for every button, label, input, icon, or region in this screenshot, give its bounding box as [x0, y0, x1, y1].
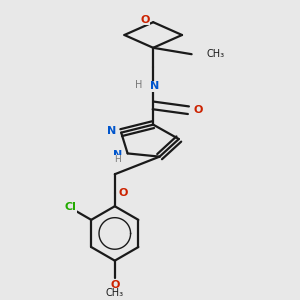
- Text: O: O: [110, 280, 119, 290]
- Text: N: N: [149, 81, 159, 91]
- Text: Cl: Cl: [65, 202, 77, 212]
- Text: H: H: [115, 155, 122, 164]
- Text: N: N: [113, 150, 123, 160]
- Text: H: H: [135, 80, 142, 90]
- Text: CH₃: CH₃: [206, 49, 224, 58]
- Text: CH₃: CH₃: [106, 288, 124, 298]
- Text: O: O: [193, 105, 203, 115]
- Text: O: O: [118, 188, 128, 198]
- Text: O: O: [140, 15, 150, 25]
- Text: N: N: [107, 126, 116, 136]
